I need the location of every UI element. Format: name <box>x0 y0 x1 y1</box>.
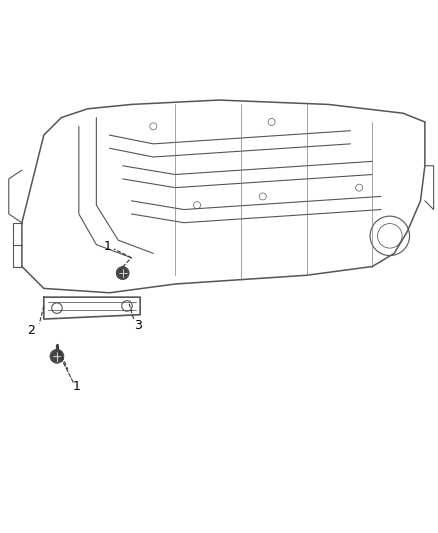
Circle shape <box>50 350 64 363</box>
Text: 2: 2 <box>28 324 35 336</box>
Text: 1: 1 <box>103 240 111 253</box>
Text: 1: 1 <box>73 381 81 393</box>
Circle shape <box>117 267 129 279</box>
Text: 3: 3 <box>134 319 142 332</box>
